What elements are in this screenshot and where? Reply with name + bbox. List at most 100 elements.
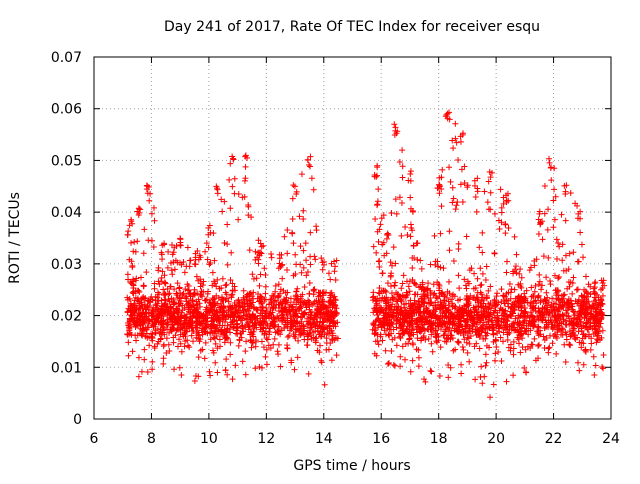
data-point: [239, 358, 246, 365]
data-point: [501, 300, 508, 307]
data-point: [314, 301, 321, 308]
data-point: [242, 371, 249, 378]
data-point: [438, 186, 445, 193]
data-point: [457, 315, 464, 322]
data-point: [268, 254, 275, 261]
data-point: [575, 258, 582, 265]
data-point: [492, 357, 499, 364]
data-point: [130, 276, 137, 283]
data-point: [445, 312, 452, 319]
data-point: [294, 319, 301, 326]
data-point: [556, 319, 563, 326]
data-point: [131, 238, 138, 245]
data-points: [124, 109, 608, 401]
data-point: [399, 163, 406, 170]
data-point: [492, 303, 499, 310]
data-point: [472, 193, 479, 200]
data-point: [232, 362, 239, 369]
data-point: [370, 243, 377, 250]
data-point: [546, 344, 553, 351]
data-point: [235, 342, 242, 349]
data-point: [483, 359, 490, 366]
data-point: [162, 297, 169, 304]
data-point: [284, 315, 291, 322]
data-point: [301, 284, 308, 291]
data-point: [478, 328, 485, 335]
data-point: [124, 331, 131, 338]
data-point: [132, 294, 139, 301]
data-point: [143, 182, 150, 189]
data-point: [323, 346, 330, 353]
data-point: [599, 292, 606, 299]
data-point: [437, 264, 444, 271]
data-point: [502, 293, 509, 300]
data-point: [275, 351, 282, 358]
data-point: [270, 341, 277, 348]
data-point: [567, 333, 574, 340]
data-point: [535, 281, 542, 288]
data-point: [187, 314, 194, 321]
data-point: [223, 334, 230, 341]
data-point: [499, 324, 506, 331]
data-point: [167, 283, 174, 290]
data-point: [198, 327, 205, 334]
data-point: [229, 280, 236, 287]
data-point: [303, 257, 310, 264]
data-point: [384, 280, 391, 287]
data-point: [449, 137, 456, 144]
data-point: [455, 245, 462, 252]
data-point: [545, 206, 552, 213]
data-point: [190, 338, 197, 345]
grid-lines: [94, 57, 611, 419]
data-point: [532, 282, 539, 289]
data-point: [319, 266, 326, 273]
data-point: [380, 212, 387, 219]
data-point: [397, 318, 404, 325]
data-point: [518, 274, 525, 281]
data-point: [371, 172, 378, 178]
data-point: [282, 289, 289, 296]
data-point: [449, 184, 456, 191]
data-point: [436, 373, 443, 380]
data-point: [256, 363, 263, 370]
data-point: [197, 276, 204, 283]
data-point: [222, 289, 229, 296]
data-point: [176, 284, 183, 291]
data-point: [450, 195, 457, 202]
data-point: [494, 309, 501, 316]
data-point: [158, 274, 165, 281]
data-point: [293, 188, 300, 195]
data-point: [132, 332, 139, 339]
data-point: [156, 281, 163, 288]
data-point: [208, 314, 215, 321]
data-point: [390, 294, 397, 301]
data-point: [525, 331, 532, 338]
x-tick-label: 8: [147, 431, 156, 447]
data-point: [398, 232, 405, 239]
data-point: [474, 326, 481, 333]
data-point: [439, 166, 446, 173]
data-point: [482, 362, 489, 369]
data-point: [178, 371, 185, 378]
data-point: [325, 270, 332, 277]
data-point: [213, 283, 220, 290]
data-point: [180, 290, 187, 297]
data-point: [510, 345, 517, 352]
data-point: [219, 275, 226, 282]
data-point: [587, 291, 594, 298]
data-point: [189, 327, 196, 334]
data-point: [529, 341, 536, 348]
data-point: [434, 185, 441, 192]
x-tick-label: 24: [602, 431, 620, 447]
data-point: [600, 277, 607, 284]
data-point: [522, 346, 529, 353]
data-point: [549, 295, 556, 302]
data-point: [160, 360, 167, 367]
data-point: [574, 334, 581, 341]
data-point: [184, 337, 191, 344]
data-point: [278, 308, 285, 315]
data-point: [240, 328, 247, 335]
data-point: [262, 296, 269, 303]
data-point: [464, 330, 471, 337]
data-point: [330, 296, 337, 303]
